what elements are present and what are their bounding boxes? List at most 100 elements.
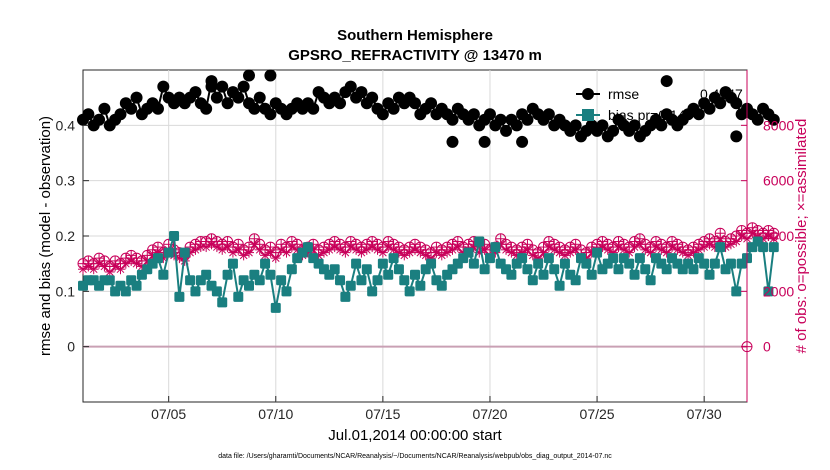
rmse-point [253,91,266,104]
obs-assimilated-point [410,244,420,255]
rmse-point [98,102,111,115]
bias-point [629,269,640,280]
y-tick-right-label: 8000 [763,117,794,133]
obs-assimilated-point [704,239,715,250]
obs-assimilated-point [324,244,335,255]
rmse-point [210,91,223,104]
bias-point [463,247,474,258]
bias-point [538,269,549,280]
obs-assimilated-point [233,244,244,255]
rmse-extreme-point [243,69,255,82]
chart-subtitle: GPSRO_REFRACTIVITY @ 13470 m [288,47,542,64]
rmse-point [237,80,250,93]
obs-assimilated-point [501,244,512,255]
bias-point [217,297,228,308]
obs-assimilated-point [629,242,640,253]
obs-assimilated-point [543,242,554,253]
rmse-point [714,97,727,110]
rmse-point [93,113,106,126]
obs-assimilated-point [238,250,249,261]
rmse-point [494,113,507,126]
rmse-point [628,119,641,132]
bias-point [522,264,533,275]
rmse-point [130,91,143,104]
bias-point [490,242,501,253]
bias-point [233,291,244,302]
bias-point [329,264,340,275]
obs-series [77,222,780,353]
obs-assimilated-point [335,244,346,255]
y-tick-left-label: 0.3 [56,173,76,189]
bias-point [404,286,415,297]
rmse-point [125,102,138,115]
obs-assimilated-point [270,253,281,264]
rmse-point [692,108,705,121]
bias-point [152,253,163,264]
bias-point [559,258,570,269]
legend-rmse-label: rmse [608,86,639,102]
x-tick-label: 07/30 [687,406,722,422]
bias-point [335,275,346,286]
obs-assimilated-point [554,247,565,258]
rmse-point [655,119,668,132]
rmse-extreme-point [205,80,218,93]
obs-assimilated-point [190,244,201,255]
chart-title: Southern Hemisphere [337,27,493,44]
axis-ticks: 07/05 07/10 07/15 07/20 07/25 07/30 0 0.1 0.2 0.3… [56,70,794,422]
bias-point [517,253,528,264]
rmse-point [500,124,513,137]
bias-point [281,286,292,297]
rmse-point [521,113,534,126]
bias-point [302,242,313,253]
y-tick-left-label: 0.2 [56,228,76,244]
x-tick-label: 07/20 [472,406,507,422]
obs-assimilated-point [667,242,678,253]
rmse-point [355,86,368,99]
rmse-point [376,108,389,121]
bias-point [763,286,774,297]
rmse-extreme-point [660,75,673,88]
bias-point [222,269,233,280]
obs-assimilated-point [399,250,410,261]
bias-point [474,236,485,247]
y-tick-right-label: 2000 [763,283,794,299]
bias-point [725,258,736,269]
footnote: data file: /Users/gharamti/Documents/NCA… [218,453,612,460]
rmse-point [157,80,170,93]
x-axis-label: Jul.01,2014 00:00:00 start [328,427,502,444]
bias-point [543,253,554,264]
bias-point [634,253,645,264]
rmse-point [248,102,261,115]
y-tick-left-label: 0.1 [56,283,76,299]
rmse-point [483,108,496,121]
rmse-point [467,108,480,121]
obs-assimilated-point [318,247,329,258]
bias-point [201,269,212,280]
bias-point [506,269,517,280]
bias-point [169,231,180,241]
bias-point [367,286,378,297]
obs-assimilated-point [549,244,560,255]
rmse-point [82,108,95,121]
bias-point [436,280,447,291]
bias-point [276,275,287,286]
obs-assimilated-point [120,258,131,269]
obs-assimilated-point [126,255,137,266]
legend: rmse 0.4247 bias pr=0.14 [576,86,743,123]
obs-assimilated-point [367,242,378,253]
rmse-point [114,108,127,121]
rmse-point [409,97,421,110]
bias-point [131,280,142,291]
bias-point [699,258,710,269]
obs-assimilated-point [83,261,94,272]
bias-point [410,269,420,280]
rmse-series [77,69,780,148]
legend-rmse-marker [582,88,594,100]
y-tick-right-label: 4000 [763,228,794,244]
bias-point [592,247,603,258]
bias-point [758,242,769,253]
rmse-point [703,102,716,115]
bias-point [120,286,131,297]
bias-point [377,258,388,269]
obs-assimilated-point [650,242,661,253]
